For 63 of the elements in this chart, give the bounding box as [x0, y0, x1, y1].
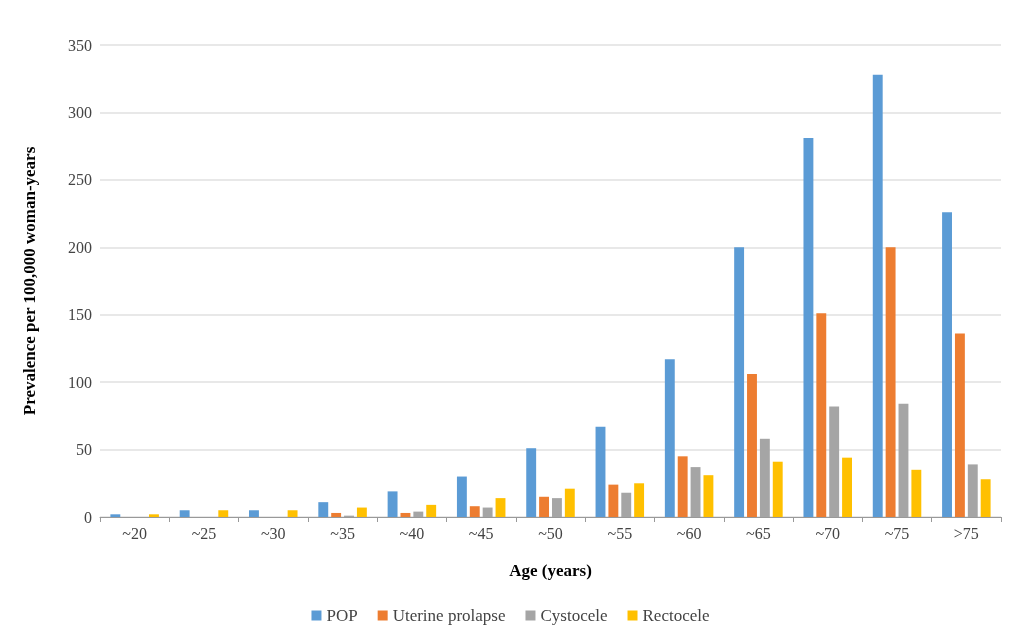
y-tick-label: 350 [68, 36, 92, 54]
bar [331, 512, 342, 517]
x-tick-label: ~45 [468, 524, 494, 542]
bar [954, 333, 965, 517]
bar [842, 457, 852, 517]
bar [872, 74, 883, 517]
bar [387, 491, 398, 517]
bar [539, 496, 550, 517]
x-tick-label: ~40 [399, 524, 425, 542]
bar [664, 359, 675, 517]
y-tick-label: 250 [68, 171, 92, 189]
y-tick-label: 300 [68, 103, 92, 121]
bar [885, 247, 896, 517]
bar [287, 510, 298, 517]
bar [179, 510, 190, 517]
y-axis-title: Prevalence per 100,000 woman-years [20, 146, 39, 416]
bar [564, 488, 575, 517]
bar [218, 510, 229, 517]
x-tick-label: >75 [953, 524, 979, 542]
y-tick-label: 150 [68, 306, 92, 324]
y-tick-label: 50 [76, 441, 92, 459]
bar [772, 461, 783, 517]
x-tick-label: ~55 [607, 524, 633, 542]
x-tick-label: ~65 [746, 524, 771, 542]
x-tick-label: ~25 [191, 524, 217, 542]
legend-label: POP [326, 606, 358, 625]
bar [110, 514, 121, 517]
bar [526, 448, 537, 517]
x-tick-label: ~75 [884, 524, 910, 542]
x-tick-label: ~35 [330, 524, 355, 542]
y-tick-label: 200 [68, 238, 92, 256]
x-tick-label: ~60 [676, 524, 702, 542]
bar [469, 506, 480, 517]
bar [942, 212, 952, 517]
bar [703, 475, 714, 517]
y-tick-label: 100 [68, 373, 92, 391]
x-axis-title: Age (years) [509, 561, 592, 580]
legend-label: Rectocele [642, 606, 710, 625]
bar [734, 247, 745, 517]
legend-label: Cystocele [540, 606, 608, 625]
bar [595, 426, 606, 517]
bar [400, 512, 411, 517]
x-tick-label: ~30 [260, 524, 286, 542]
bar [677, 456, 688, 517]
bar [911, 469, 922, 517]
bar [980, 479, 991, 517]
bar [426, 504, 437, 517]
bar [456, 476, 467, 517]
bar [249, 510, 259, 517]
bar [318, 502, 329, 517]
legend-label: Uterine prolapse [392, 606, 506, 625]
bar [803, 138, 814, 517]
bar [634, 483, 645, 517]
x-tick-label: ~70 [815, 524, 841, 542]
bar [149, 514, 159, 517]
bar [495, 498, 506, 517]
x-tick-label: ~20 [122, 524, 147, 542]
bar [608, 484, 619, 517]
x-tick-label: ~50 [538, 524, 563, 542]
bar [356, 507, 367, 517]
bar [747, 374, 757, 517]
y-tick-label: 0 [84, 508, 92, 526]
bar [816, 313, 827, 517]
